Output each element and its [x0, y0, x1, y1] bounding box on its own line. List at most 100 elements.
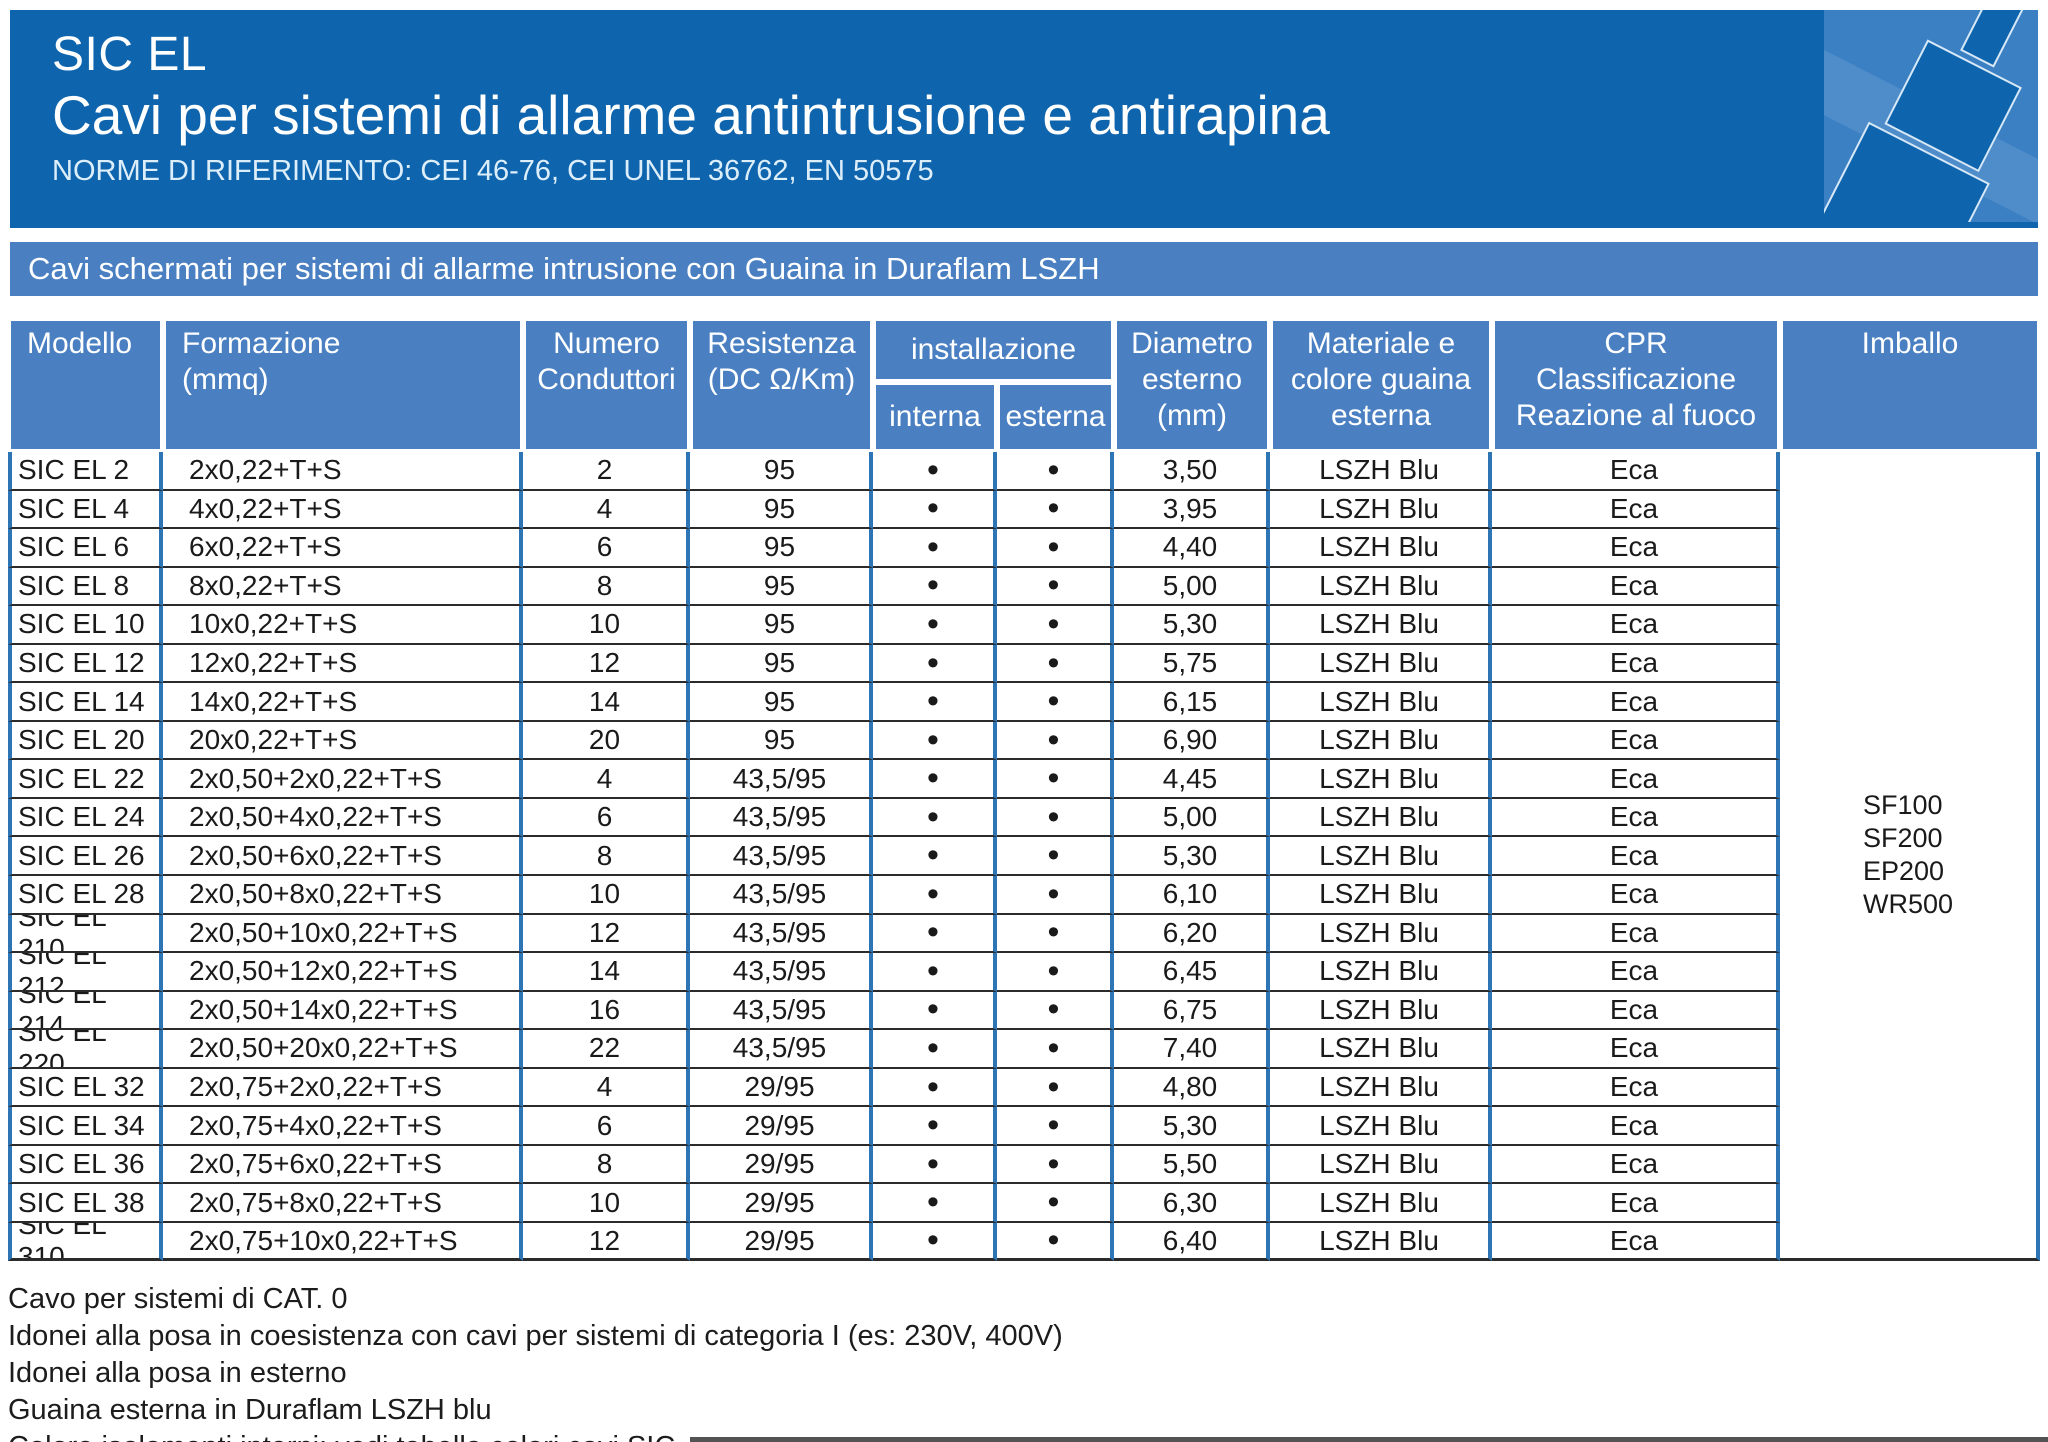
cell-resistance: 95 — [690, 567, 873, 607]
reference-norms: NORME DI RIFERIMENTO: CEI 46-76, CEI UNE… — [52, 155, 934, 187]
cell-sheath: LSZH Blu — [1270, 452, 1492, 491]
cell-sheath: LSZH Blu — [1270, 490, 1492, 530]
cell-cpr: Eca — [1492, 914, 1780, 954]
cell-diameter: 3,50 — [1114, 452, 1270, 491]
cell-esterna: • — [997, 837, 1114, 877]
cell-conductors: 4 — [523, 1068, 690, 1108]
cable-connector-icon — [1824, 10, 2038, 222]
header-line: Diametro — [1131, 327, 1253, 360]
cell-cpr: Eca — [1492, 1184, 1780, 1223]
cell-diameter: 6,30 — [1114, 1184, 1270, 1223]
cell-resistance: 43,5/95 — [690, 760, 873, 799]
cell-sheath: LSZH Blu — [1270, 1184, 1492, 1223]
section-band-label: Cavi schermati per sistemi di allarme in… — [28, 251, 1100, 286]
cell-diameter: 6,75 — [1114, 991, 1270, 1031]
cell-resistance: 29/95 — [690, 1184, 873, 1223]
cell-cpr: Eca — [1492, 1068, 1780, 1108]
cell-cpr: Eca — [1492, 490, 1780, 530]
cell-formation: 2x0,22+T+S — [163, 452, 523, 491]
cell-conductors: 12 — [523, 1222, 690, 1262]
cell-esterna: • — [997, 567, 1114, 607]
cell-formation: 4x0,22+T+S — [163, 490, 523, 530]
imballo-merged-cell: SF100 SF200 EP200 WR500 — [1780, 452, 2040, 1262]
cell-formation: 2x0,50+2x0,22+T+S — [163, 760, 523, 799]
header-line: esterno — [1141, 363, 1243, 396]
cell-esterna: • — [997, 876, 1114, 915]
cell-formation: 2x0,50+10x0,22+T+S — [163, 914, 523, 954]
header-line: Imballo — [1861, 327, 1959, 360]
cell-formation: 2x0,75+4x0,22+T+S — [163, 1107, 523, 1146]
cell-cpr: Eca — [1492, 798, 1780, 838]
cell-model: SIC EL 6 — [8, 529, 163, 568]
cell-esterna: • — [997, 798, 1114, 838]
page-title: Cavi per sistemi di allarme antintrusion… — [52, 84, 1330, 146]
header-line: Resistenza — [707, 327, 856, 360]
cell-conductors: 8 — [523, 1145, 690, 1185]
cell-resistance: 43,5/95 — [690, 914, 873, 954]
package-code: WR500 — [1862, 889, 1954, 920]
cell-diameter: 5,00 — [1114, 798, 1270, 838]
cell-resistance: 43,5/95 — [690, 1030, 873, 1069]
cell-conductors: 6 — [523, 798, 690, 838]
footer-note-line: Idonei alla posa in coesistenza con cavi… — [8, 1320, 1063, 1352]
cell-resistance: 95 — [690, 721, 873, 761]
cell-esterna: • — [997, 953, 1114, 992]
cell-resistance: 95 — [690, 529, 873, 568]
cell-interna: • — [873, 721, 997, 761]
cell-cpr: Eca — [1492, 1030, 1780, 1069]
cell-model: SIC EL 32 — [8, 1068, 163, 1108]
cell-sheath: LSZH Blu — [1270, 991, 1492, 1031]
cell-model: SIC EL 8 — [8, 567, 163, 607]
cell-model: SIC EL 36 — [8, 1145, 163, 1185]
cell-resistance: 43,5/95 — [690, 991, 873, 1031]
header-line: Conduttori — [537, 363, 676, 396]
cell-diameter: 6,10 — [1114, 876, 1270, 915]
cell-esterna: • — [997, 644, 1114, 684]
header-line: CPR — [1604, 327, 1668, 360]
cable-segment-thin — [1959, 10, 2028, 68]
cell-model: SIC EL 14 — [8, 683, 163, 722]
cell-sheath: LSZH Blu — [1270, 567, 1492, 607]
cell-model: SIC EL 22 — [8, 760, 163, 799]
footer-note-line: Colore isolamenti interni: vedi tabella … — [8, 1429, 1063, 1442]
cell-sheath: LSZH Blu — [1270, 721, 1492, 761]
cell-model: SIC EL 10 — [8, 606, 163, 645]
cell-diameter: 4,45 — [1114, 760, 1270, 799]
cell-interna: • — [873, 914, 997, 954]
cell-diameter: 5,30 — [1114, 1107, 1270, 1146]
cell-esterna: • — [997, 529, 1114, 568]
header-line: esterna — [1330, 399, 1432, 432]
col-header-materiale: Materiale e colore guaina esterna — [1270, 318, 1492, 452]
cell-interna: • — [873, 529, 997, 568]
cell-cpr: Eca — [1492, 452, 1780, 491]
cell-resistance: 43,5/95 — [690, 798, 873, 838]
cell-sheath: LSZH Blu — [1270, 529, 1492, 568]
cell-interna: • — [873, 1068, 997, 1108]
cell-model: SIC EL 12 — [8, 644, 163, 684]
header-line: installazione — [910, 333, 1077, 366]
footer-notes: Cavo per sistemi di CAT. 0 Idonei alla po… — [8, 1281, 1063, 1442]
cell-conductors: 4 — [523, 490, 690, 530]
cell-cpr: Eca — [1492, 876, 1780, 915]
cell-formation: 2x0,75+8x0,22+T+S — [163, 1184, 523, 1223]
cell-diameter: 6,20 — [1114, 914, 1270, 954]
cell-conductors: 4 — [523, 760, 690, 799]
cell-interna: • — [873, 760, 997, 799]
cell-conductors: 10 — [523, 1184, 690, 1223]
cell-interna: • — [873, 644, 997, 684]
cell-formation: 2x0,50+8x0,22+T+S — [163, 876, 523, 915]
cell-model: SIC EL 38 — [8, 1184, 163, 1223]
cell-formation: 6x0,22+T+S — [163, 529, 523, 568]
col-header-formazione: Formazione (mmq) — [163, 318, 523, 452]
cell-conductors: 6 — [523, 529, 690, 568]
header-line: Reazione al fuoco — [1515, 399, 1757, 432]
header-line: interna — [889, 400, 981, 433]
cell-cpr: Eca — [1492, 1222, 1780, 1262]
bottom-divider-bar — [690, 1437, 2048, 1442]
header-line: (DC Ω/Km) — [707, 363, 856, 396]
cell-interna: • — [873, 798, 997, 838]
cell-cpr: Eca — [1492, 991, 1780, 1031]
header-line: Materiale e — [1306, 327, 1456, 360]
cell-conductors: 6 — [523, 1107, 690, 1146]
cell-diameter: 5,75 — [1114, 644, 1270, 684]
